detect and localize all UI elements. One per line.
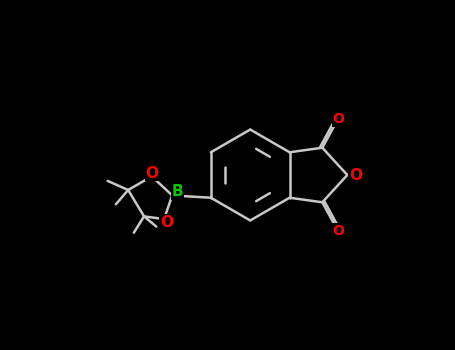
Text: O: O [332, 112, 344, 126]
Text: O: O [349, 168, 362, 182]
Text: O: O [160, 215, 173, 230]
Text: O: O [145, 166, 158, 181]
Text: B: B [172, 184, 183, 199]
Text: O: O [332, 224, 344, 238]
